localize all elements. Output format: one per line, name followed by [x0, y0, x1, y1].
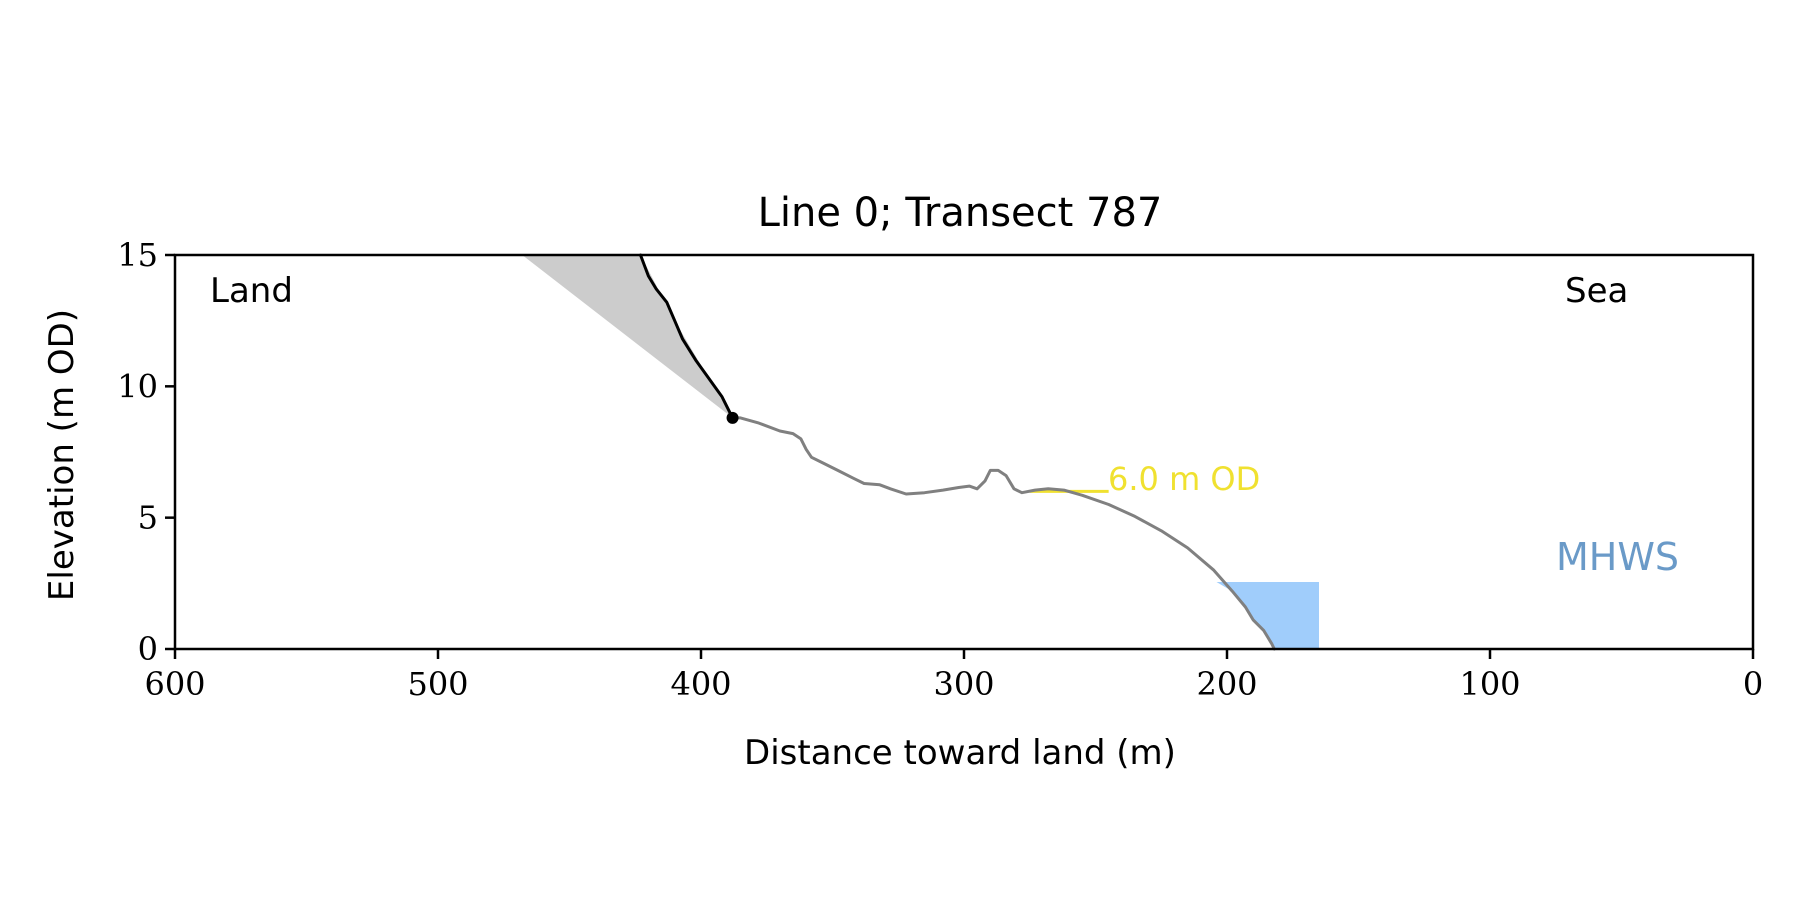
profile-line	[731, 416, 1276, 651]
y-axis-label: Elevation (m OD)	[42, 309, 82, 601]
x-tick-label: 300	[933, 665, 994, 703]
od-annotation: 6.0 m OD	[1108, 460, 1260, 498]
x-tick-label: 500	[407, 665, 468, 703]
x-tick-label: 100	[1459, 665, 1520, 703]
land-label: Land	[210, 271, 293, 311]
y-tick-label: 15	[117, 236, 158, 274]
x-tick-label: 400	[670, 665, 731, 703]
mhws-area	[1216, 582, 1319, 649]
y-tick-label: 10	[117, 367, 158, 405]
cliff-toe-marker	[726, 411, 739, 424]
y-tick-label: 5	[138, 499, 158, 537]
x-axis-label: Distance toward land (m)	[744, 733, 1176, 773]
plot-frame	[173, 253, 1755, 651]
cliff-line	[639, 253, 735, 420]
plot-area: 600 500 400 300 200 100 0 0 5 10 15	[117, 236, 1763, 703]
x-tick-label: 600	[144, 665, 205, 703]
sea-label: Sea	[1565, 271, 1628, 311]
x-tick-label: 200	[1196, 665, 1257, 703]
mhws-annotation: MHWS	[1556, 535, 1679, 579]
cliff-wedge-area	[522, 255, 733, 418]
x-tick-label: 0	[1743, 665, 1763, 703]
chart-title: Line 0; Transect 787	[758, 190, 1163, 236]
y-tick-label: 0	[138, 630, 158, 668]
